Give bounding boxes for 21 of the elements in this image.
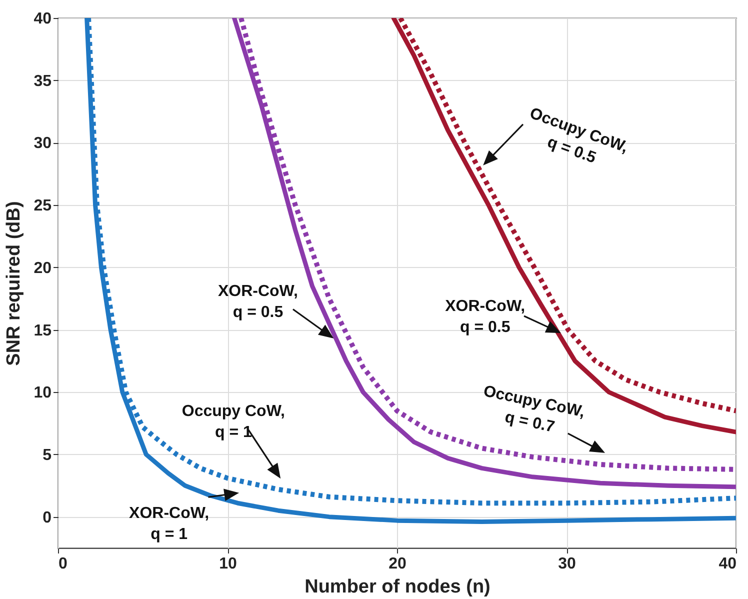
y-tick-label: 25 bbox=[34, 198, 52, 215]
annotation: Occupy CoW, q = 1 bbox=[182, 402, 285, 441]
x-tick-label: 10 bbox=[219, 556, 237, 572]
annotation: XOR-CoW, q = 0.5 bbox=[218, 283, 298, 322]
y-tick-label: 40 bbox=[34, 10, 52, 28]
y-tick-label: 10 bbox=[34, 384, 52, 402]
x-tick-label: 30 bbox=[558, 556, 576, 572]
x-axis-title: Number of nodes (n) bbox=[304, 576, 490, 598]
y-tick-label: 35 bbox=[34, 72, 52, 90]
y-axis-title: SNR required (dB) bbox=[4, 201, 25, 366]
y-tick-label: 30 bbox=[34, 135, 52, 152]
annotation: Occupy CoW, q = 0.7 bbox=[482, 382, 586, 436]
x-tick-label: 40 bbox=[718, 556, 737, 572]
y-tick-label: 0 bbox=[42, 509, 52, 526]
x-tick-label: 20 bbox=[388, 556, 406, 572]
y-tick-label: 15 bbox=[34, 322, 52, 340]
x-tick-label: 0 bbox=[58, 556, 68, 572]
annotation: XOR-CoW, q = 1 bbox=[129, 505, 210, 544]
y-tick-label: 20 bbox=[34, 260, 52, 277]
y-tick-label: 5 bbox=[42, 446, 52, 464]
annotation: XOR-CoW, q = 0.5 bbox=[445, 298, 526, 336]
